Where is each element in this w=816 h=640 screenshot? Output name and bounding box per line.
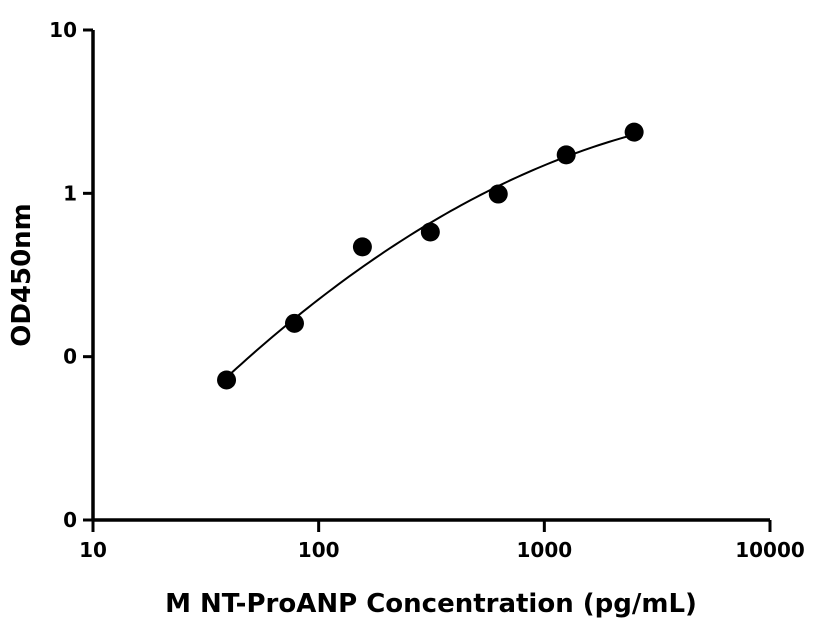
x-ticks: 10 100 1000 10000 <box>79 520 805 562</box>
y-tick-label: 0 <box>63 508 77 532</box>
data-point <box>488 184 508 204</box>
x-tick-label: 10 <box>79 538 107 562</box>
x-tick-label: 10000 <box>735 538 805 562</box>
y-axis-title: OD450nm <box>7 203 37 347</box>
data-points <box>217 122 644 390</box>
y-tick-label: 1 <box>63 181 77 205</box>
y-tick-label: 0 <box>63 345 77 369</box>
data-point <box>556 145 576 165</box>
y-ticks: 0 0 1 10 <box>49 18 93 532</box>
plot-area <box>217 122 644 390</box>
y-tick-label: 10 <box>49 18 77 42</box>
data-point <box>217 370 237 390</box>
x-tick-label: 100 <box>298 538 340 562</box>
x-axis-title: M NT-ProANP Concentration (pg/mL) <box>165 589 697 619</box>
data-point <box>624 122 644 142</box>
x-tick-label: 1000 <box>516 538 572 562</box>
data-point <box>284 313 304 333</box>
data-point <box>352 237 372 257</box>
fit-curve <box>225 133 635 379</box>
data-point <box>420 222 440 242</box>
